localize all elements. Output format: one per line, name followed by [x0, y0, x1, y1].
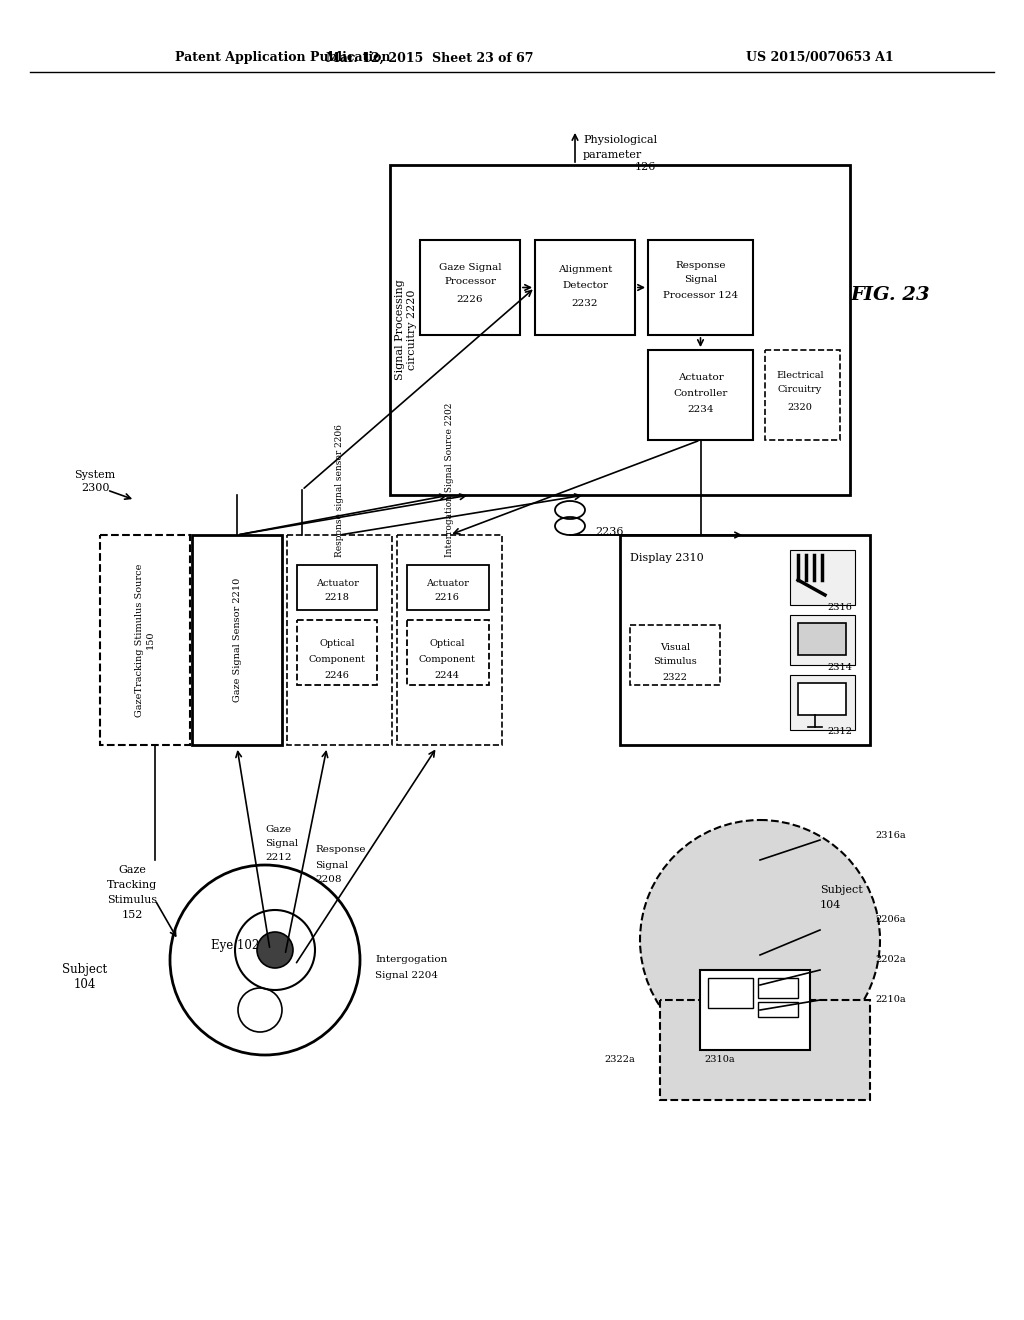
Bar	[407, 620, 489, 685]
Text: Detector: Detector	[562, 281, 608, 290]
Text: 2316: 2316	[827, 602, 852, 611]
Bar	[287, 535, 392, 744]
Bar	[790, 550, 855, 605]
Text: Gaze Signal: Gaze Signal	[438, 264, 502, 272]
Text: 2202a: 2202a	[874, 956, 905, 965]
Circle shape	[257, 932, 293, 968]
Text: Signal: Signal	[265, 840, 298, 849]
Text: 2232: 2232	[571, 298, 598, 308]
Bar	[397, 535, 502, 744]
Text: Visual: Visual	[659, 643, 690, 652]
Text: US 2015/0070653 A1: US 2015/0070653 A1	[746, 51, 894, 65]
Text: GazeTracking Stimulus Source
150: GazeTracking Stimulus Source 150	[135, 564, 155, 717]
Text: 104: 104	[820, 900, 842, 909]
Bar	[700, 970, 810, 1049]
Text: Display 2310: Display 2310	[630, 553, 703, 564]
Text: 2208: 2208	[315, 875, 341, 884]
Text: Processor 124: Processor 124	[663, 290, 738, 300]
Bar	[420, 240, 520, 335]
Bar	[297, 565, 377, 610]
Bar	[535, 240, 635, 335]
Text: Gaze Signal Sensor 2210: Gaze Signal Sensor 2210	[232, 578, 242, 702]
Text: 2322: 2322	[663, 672, 687, 681]
Text: Optical: Optical	[429, 639, 465, 648]
Text: Circuitry: Circuitry	[778, 385, 822, 395]
Text: 126: 126	[634, 162, 655, 172]
Bar	[648, 240, 753, 335]
Bar	[798, 682, 846, 715]
Text: 2210a: 2210a	[874, 995, 905, 1005]
Text: Alignment: Alignment	[558, 265, 612, 275]
Text: 2212: 2212	[265, 854, 292, 862]
Text: Response: Response	[675, 261, 726, 271]
Text: Actuator: Actuator	[678, 374, 723, 383]
Text: 152: 152	[121, 909, 142, 920]
Text: Eye 102: Eye 102	[211, 939, 259, 952]
Text: Actuator: Actuator	[315, 579, 358, 589]
Text: Subject: Subject	[820, 884, 863, 895]
Text: 104: 104	[74, 978, 96, 990]
Text: 2234: 2234	[687, 405, 714, 414]
Text: Stimulus: Stimulus	[653, 656, 697, 665]
Text: Gaze: Gaze	[265, 825, 291, 834]
Bar	[708, 978, 753, 1008]
Bar	[790, 615, 855, 665]
Bar	[193, 535, 282, 744]
Text: Controller: Controller	[674, 389, 728, 399]
Text: 2320: 2320	[787, 404, 812, 412]
Text: Gaze: Gaze	[118, 865, 146, 875]
Text: 2314: 2314	[827, 663, 852, 672]
Text: Tracking: Tracking	[106, 880, 157, 890]
Text: 2316a: 2316a	[874, 830, 905, 840]
Bar	[100, 535, 190, 744]
Text: 2244: 2244	[434, 671, 460, 680]
Bar	[620, 535, 870, 744]
Text: System: System	[75, 470, 116, 480]
Bar	[758, 1002, 798, 1016]
Text: Component: Component	[308, 655, 366, 664]
Text: Signal 2204: Signal 2204	[375, 972, 438, 981]
Text: 2310a: 2310a	[705, 1056, 735, 1064]
Bar	[297, 620, 377, 685]
Text: Response signal sensor 2206: Response signal sensor 2206	[335, 424, 344, 557]
Polygon shape	[660, 1001, 870, 1100]
Text: 2322a: 2322a	[604, 1056, 635, 1064]
Text: 2206a: 2206a	[874, 916, 905, 924]
Text: Signal: Signal	[315, 861, 348, 870]
Bar	[407, 565, 489, 610]
Text: 2312: 2312	[827, 727, 852, 737]
Text: 2226: 2226	[457, 296, 483, 305]
Text: Signal: Signal	[684, 276, 717, 285]
Text: Optical: Optical	[319, 639, 354, 648]
Text: Processor: Processor	[444, 277, 496, 286]
Bar	[758, 978, 798, 998]
Text: Stimulus: Stimulus	[106, 895, 157, 906]
Text: Signal Processing
circuitry 2220: Signal Processing circuitry 2220	[395, 280, 417, 380]
Bar	[630, 624, 720, 685]
Bar	[790, 675, 855, 730]
Text: Component: Component	[419, 655, 475, 664]
Text: Actuator: Actuator	[426, 579, 468, 589]
Circle shape	[640, 820, 880, 1060]
Text: 2246: 2246	[325, 671, 349, 680]
Text: Subject: Subject	[62, 964, 108, 977]
Text: Mar. 12, 2015  Sheet 23 of 67: Mar. 12, 2015 Sheet 23 of 67	[327, 51, 534, 65]
Text: Interrogation Signal Source 2202: Interrogation Signal Source 2202	[445, 403, 454, 557]
Text: 2216: 2216	[434, 594, 460, 602]
Text: Patent Application Publication: Patent Application Publication	[175, 51, 390, 65]
Text: 2236: 2236	[595, 527, 624, 537]
Bar	[648, 350, 753, 440]
Text: Physiological: Physiological	[583, 135, 657, 145]
Text: parameter: parameter	[583, 150, 642, 160]
Text: Response: Response	[315, 846, 366, 854]
Text: FIG. 23: FIG. 23	[850, 286, 930, 304]
Bar	[765, 350, 840, 440]
Bar	[390, 165, 850, 495]
Text: 2300: 2300	[81, 483, 110, 492]
Text: 2218: 2218	[325, 594, 349, 602]
Bar	[798, 623, 846, 655]
Text: Intergogation: Intergogation	[375, 956, 447, 965]
Text: Electrical: Electrical	[776, 371, 824, 380]
